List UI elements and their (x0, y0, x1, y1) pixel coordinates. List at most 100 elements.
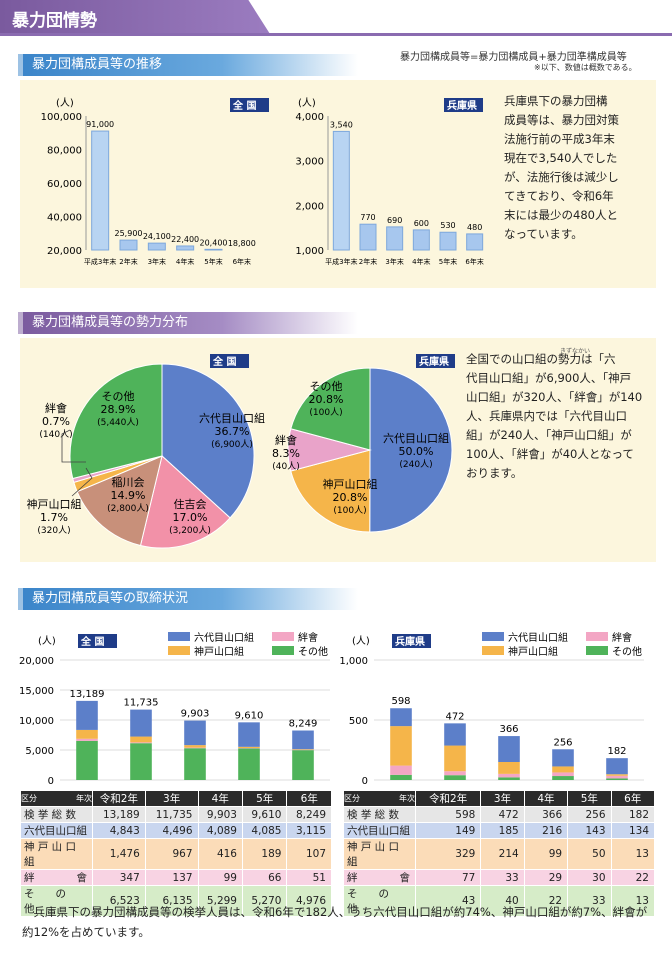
table-cell: 107 (286, 838, 332, 870)
bar-segment (76, 729, 98, 739)
table-cell: 22 (610, 869, 656, 886)
row-label: 検 挙 総 数 (343, 806, 416, 823)
leader-line (71, 467, 93, 497)
footer-summary: 兵庫県下の暴力団構成員等の検挙人員は、令和6年で182人、うち六代目山口組が約7… (22, 905, 648, 939)
ruby-kizunakai: きずなかい (560, 348, 591, 355)
enforcement-table-hyogo: 年次 区分 令和2年 3年 4年 5年 6年検 挙 総 数 598 472 366 256 182 六代… (343, 790, 656, 917)
y-unit-label: (人) (352, 635, 370, 647)
slice-count: (140人) (39, 429, 72, 440)
bar-segment (390, 774, 412, 780)
chart-tag: 全 国 (80, 635, 104, 648)
enforcement-table-national: 年次 区分 令和2年 3年 4年 5年 6年検 挙 総 数 13,189 11,735 9,903… (20, 790, 332, 917)
total-label: 13,189 (70, 689, 105, 700)
row-label: そ の 他 (343, 885, 416, 917)
table-cell: 5,299 (197, 885, 243, 917)
table-cell: 182 (610, 806, 656, 823)
table-cell: 214 (480, 838, 525, 870)
total-label: 256 (553, 737, 572, 748)
bar (176, 245, 195, 251)
bar-segment (184, 748, 206, 780)
row-label: 六代目山口組 (20, 822, 93, 839)
total-label: 9,903 (181, 709, 210, 720)
total-label: 8,249 (289, 719, 318, 730)
bar-segment (130, 709, 152, 737)
total-label: 472 (445, 711, 464, 722)
table-cell: 256 (567, 806, 612, 823)
bar-segment (292, 749, 314, 750)
x-tick-label: 平成3年末 (84, 257, 116, 266)
y-tick-label: 100,000 (41, 112, 82, 123)
table-row: そ の 他 6,523 6,135 5,299 5,270 4,976 (20, 885, 332, 917)
slice-pct: 50.0% (399, 445, 434, 458)
bar-segment (184, 745, 206, 748)
column-header: 4年 (197, 790, 243, 807)
slice-pct: 20.8% (309, 393, 344, 406)
row-label: そ の 他 (20, 885, 93, 917)
row-label: 絆 會 (343, 869, 416, 886)
chart-tag-bg (230, 98, 269, 112)
table-cell: 416 (197, 838, 243, 870)
legend-swatch (168, 646, 190, 655)
bar (119, 239, 138, 251)
bar (91, 130, 110, 251)
slice-count: (6,900人) (211, 439, 253, 450)
y-unit-label: (人) (56, 97, 74, 109)
slice-name: その他 (310, 380, 343, 393)
bar-label: 91,000 (86, 120, 114, 129)
bar (204, 248, 223, 251)
bar-segment (498, 762, 520, 774)
chart-tag: 兵庫県 (447, 99, 477, 112)
bar-segment (606, 774, 628, 776)
table-cell: 967 (144, 838, 199, 870)
table-cell: 143 (567, 822, 612, 839)
text-line: 組」が240人、「神戸山口組」が (466, 428, 632, 442)
slice-count: (40人) (272, 461, 299, 472)
text-line: 法施行前の平成3年末 (504, 132, 615, 146)
total-label: 366 (499, 724, 518, 735)
y-tick-label: 60,000 (47, 179, 82, 190)
table-cell: 4,976 (286, 885, 332, 917)
bar-segment (238, 746, 260, 748)
bar-label: 25,900 (115, 229, 143, 238)
page-title: 暴力団情勢 (12, 11, 97, 31)
bar-segment (390, 765, 412, 775)
table-cell: 9,903 (197, 806, 243, 823)
chart-tag: 全 国 (212, 355, 236, 368)
legend-swatch (272, 646, 294, 655)
legend-label: 絆會 (298, 631, 318, 644)
text-line: 山口組」が320人、「絆會」が140 (466, 390, 643, 404)
x-tick-label: 6年末 (233, 257, 251, 266)
chart-tag-bg (392, 634, 431, 648)
y-tick-label: 20,000 (47, 246, 82, 257)
table-cell: 137 (144, 869, 199, 886)
bar-segment (390, 708, 412, 727)
bar-segment (498, 736, 520, 762)
legend-swatch (586, 632, 608, 641)
table-row: 神 戸 山 口 組 329 214 99 50 13 (343, 838, 656, 870)
slice-count: (100人) (309, 407, 342, 418)
slice-name: 稲川会 (112, 476, 145, 489)
bar-label: 690 (387, 216, 402, 225)
bar-label: 600 (414, 219, 429, 228)
y-tick-label: 1,000 (340, 656, 368, 667)
distribution-panel: 全 国六代目山口組 36.7% (6,900人) 住吉会 17.0% (3,200人) 稲川… (20, 338, 656, 562)
table-cell: 33 (480, 869, 525, 886)
bar-segment (606, 775, 628, 779)
table-cell: 13 (610, 838, 656, 870)
bar-label: 480 (467, 223, 482, 232)
slice-name: 住吉会 (174, 497, 207, 511)
section-heading-trend: 暴力団構成員等の推移 (18, 54, 358, 76)
bar-segment (552, 766, 574, 773)
bar (466, 233, 484, 251)
bar-segment (292, 750, 314, 780)
text-line: なっています。 (504, 227, 583, 241)
table-cell: 50 (567, 838, 612, 870)
bar (147, 242, 166, 251)
table-cell: 4,085 (241, 822, 288, 839)
bar-segment (184, 747, 206, 749)
slice-count: (2,800人) (107, 503, 149, 514)
table-corner: 年次 区分 (20, 790, 93, 807)
table-cell: 472 (480, 806, 525, 823)
table-row: 絆 會 77 33 29 30 22 (343, 869, 656, 886)
